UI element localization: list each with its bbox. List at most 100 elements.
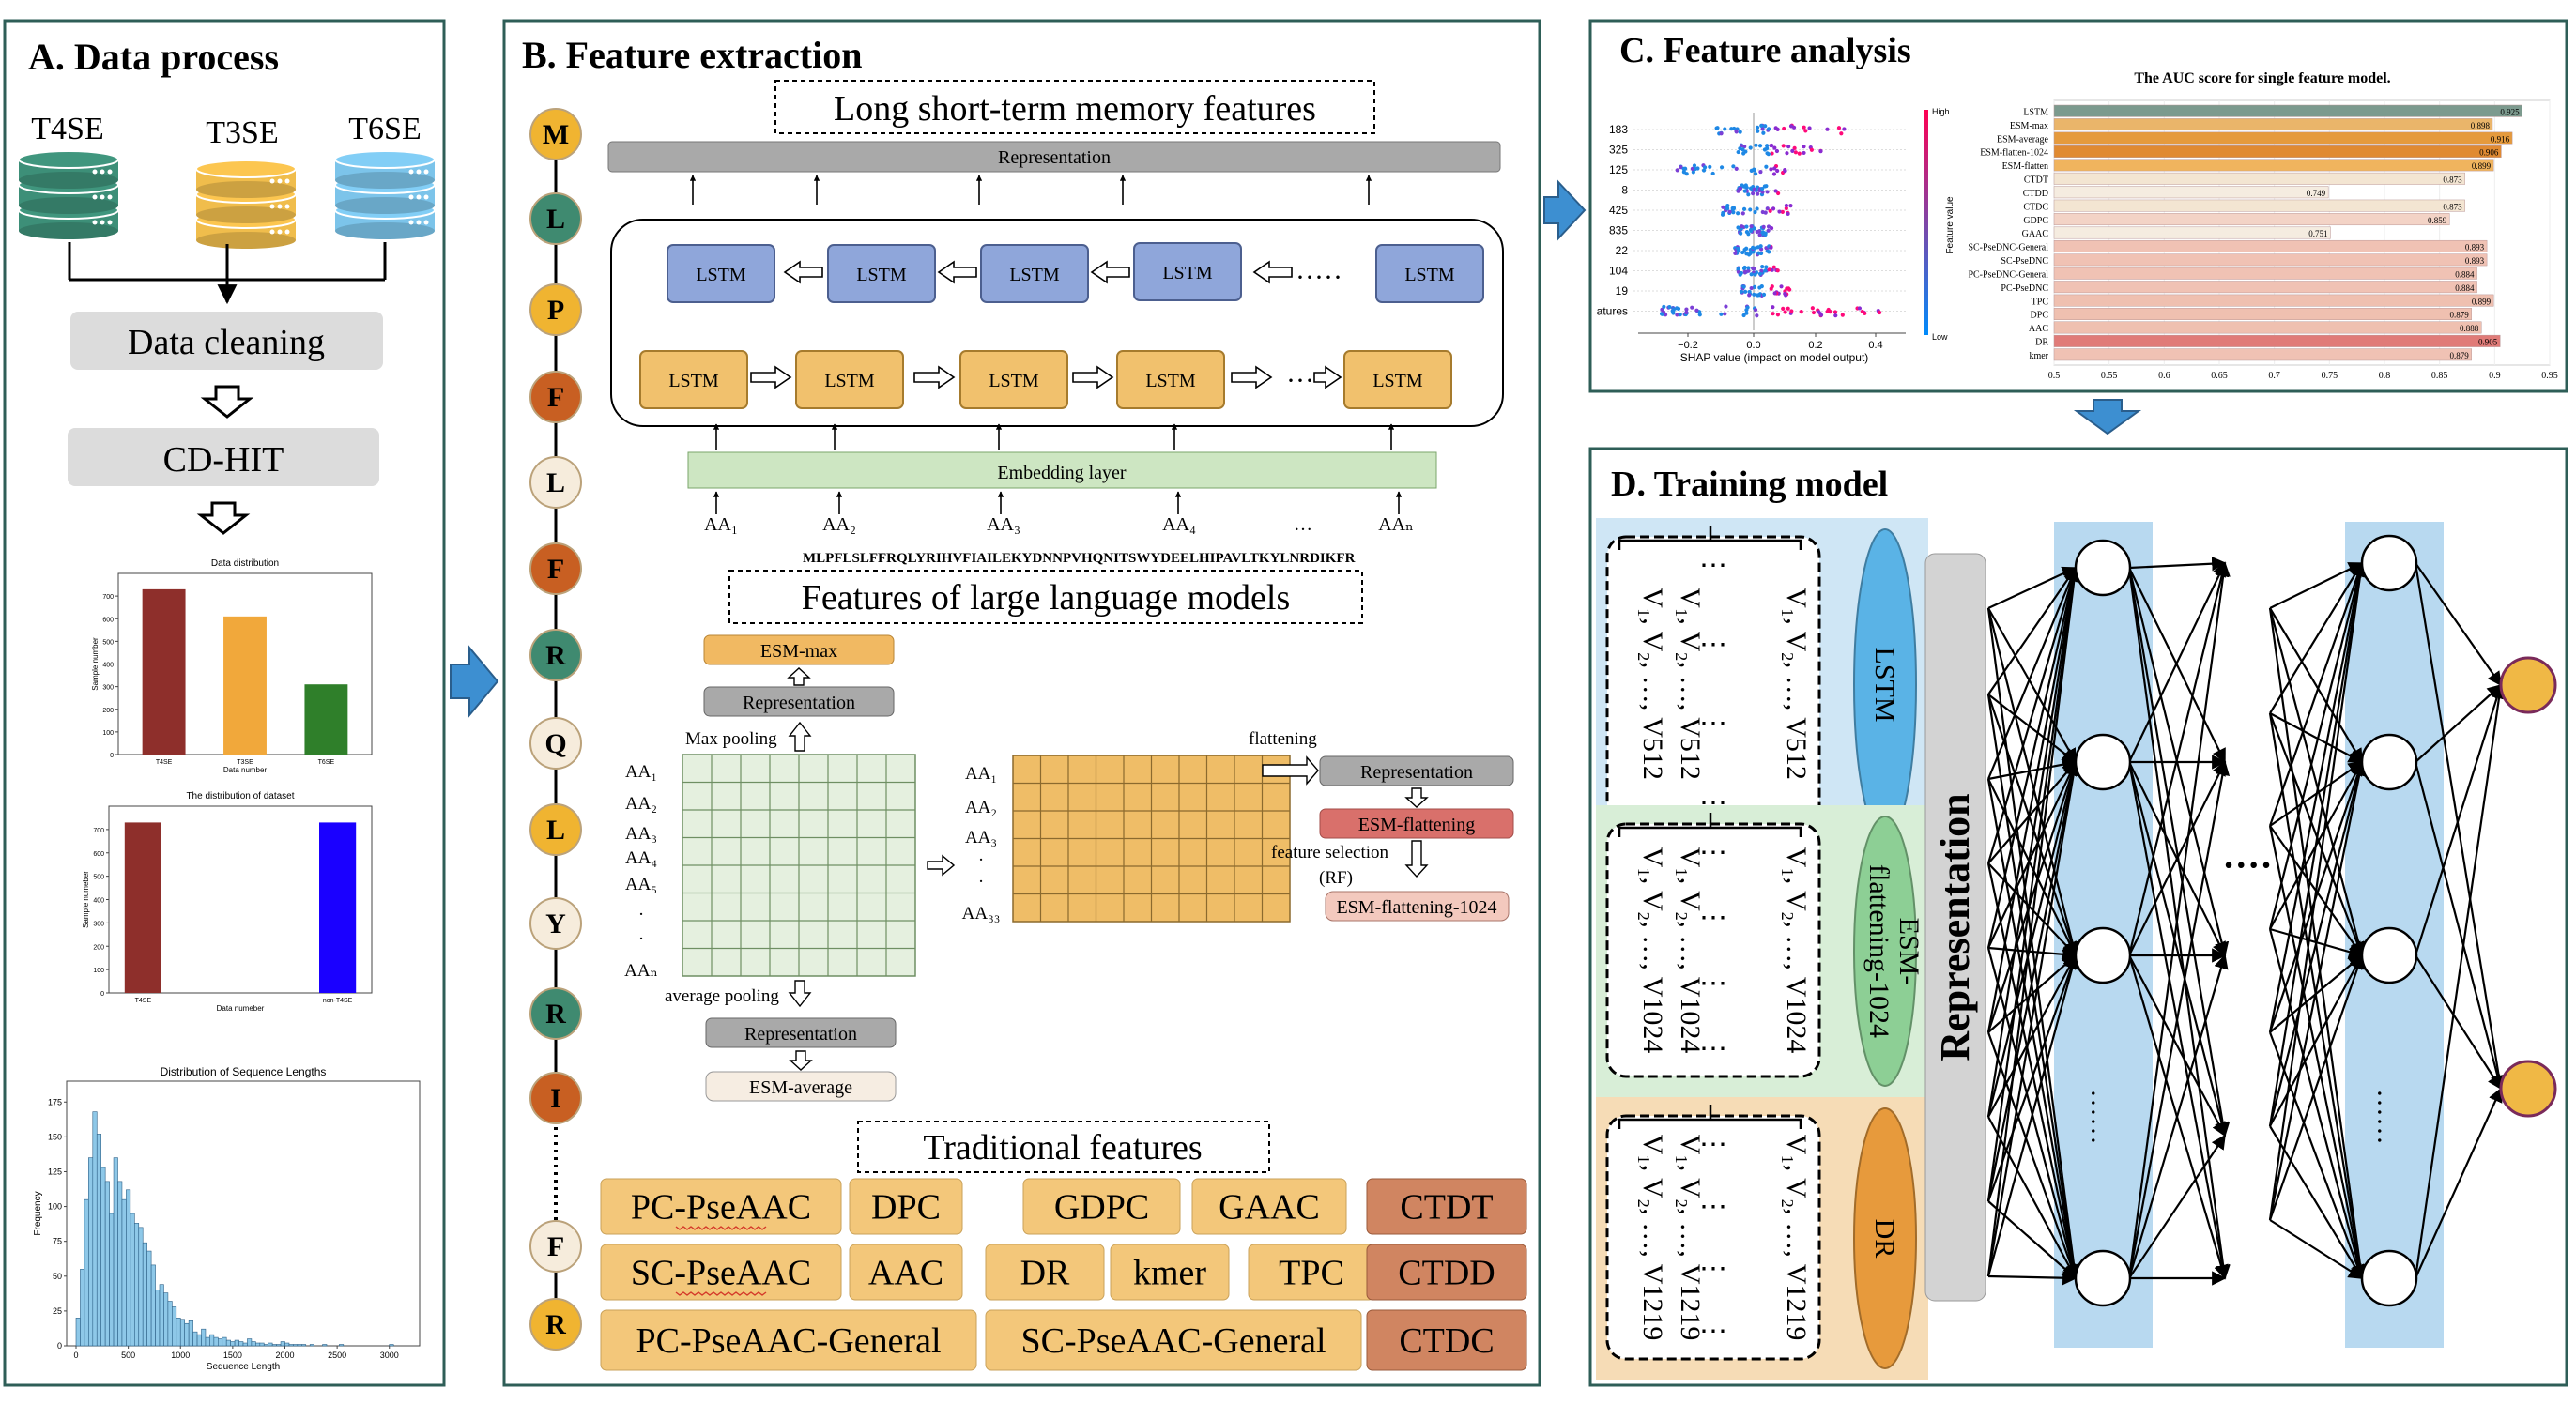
db-layer-top: [335, 151, 435, 168]
group-ellipse-label-1-a: ESM-: [1894, 918, 1924, 985]
db-dot: [93, 195, 98, 200]
y-tick-label: 0: [100, 991, 104, 998]
chart-title: Distribution of Sequence Lengths: [161, 1065, 327, 1078]
auc-value-2: 0.916: [2491, 134, 2510, 144]
shap-point: [1711, 172, 1715, 176]
shap-point: [1742, 266, 1746, 269]
group-1-ellipsis: ⋯: [1699, 1033, 1727, 1064]
auc-bar-PC-PseDNC: [2054, 281, 2477, 292]
auc-value-16: 0.888: [2460, 324, 2479, 333]
left-row-4: AA₅: [625, 875, 657, 894]
group-ellipse-label-1-b: flattening-1024: [1863, 864, 1894, 1038]
shap-point: [1685, 172, 1689, 176]
shap-feature-9: atures: [1597, 305, 1628, 318]
shap-point: [1742, 285, 1746, 289]
shap-point: [1745, 305, 1749, 309]
auc-bar-PC-PseDNC-General: [2054, 267, 2477, 279]
average-pooling-label: average pooling: [665, 986, 779, 1006]
residue-6-label: R: [545, 640, 566, 671]
auc-category-8: GDPC: [2023, 216, 2048, 226]
arrow-b-to-c-icon: [1544, 182, 1585, 238]
up-arrow-max-pooling-icon: [790, 723, 810, 751]
shap-point: [1749, 229, 1753, 233]
db-dot: [93, 170, 98, 175]
trad-label-4: CTDT: [1400, 1188, 1493, 1228]
hist-bar: [180, 1320, 184, 1346]
group-1-ellipsis: ⋯: [1699, 837, 1727, 868]
output-node-1: [2501, 1061, 2555, 1116]
aa-input-2: AA₃: [987, 514, 1020, 535]
hist-bar: [168, 1302, 172, 1346]
auc-bar-LSTM: [2054, 105, 2522, 116]
db-dot: [270, 230, 275, 235]
db-layer-bottom: [19, 172, 118, 189]
shap-point: [1841, 313, 1845, 316]
left-row-6: ·: [638, 929, 644, 949]
shap-point: [1755, 206, 1758, 210]
left-row-0: AA₁: [625, 762, 657, 782]
x-tick-label: T3SE: [237, 759, 253, 766]
group-ellipse-label-2: DR: [1869, 1219, 1900, 1259]
auc-bar-CTDD: [2054, 187, 2328, 198]
x-tick-label: 2500: [328, 1351, 346, 1360]
shap-x-label: SHAP value (impact on model output): [1680, 351, 1869, 364]
auc-category-7: CTDC: [2023, 202, 2048, 212]
sequence-residues: MLPFLFRQLYRIFR: [530, 109, 581, 1350]
shap-point: [1753, 210, 1756, 214]
auc-bar-ESM-average: [2054, 132, 2512, 144]
shap-point: [1754, 308, 1757, 312]
hist-bar: [214, 1337, 218, 1346]
group-0-vector-0: V₁, V₂, …, V512: [1637, 588, 1668, 780]
shap-point: [1765, 144, 1769, 147]
h1-node-2: [2076, 928, 2130, 983]
right-row-5: AA₃₃: [962, 904, 1001, 923]
shap-point: [1789, 124, 1793, 128]
auc-value-15: 0.879: [2449, 311, 2469, 320]
shap-point: [1800, 310, 1803, 313]
shap-point: [1767, 127, 1771, 130]
shap-feature-1: 325: [1609, 144, 1628, 157]
db-dot: [278, 179, 283, 184]
db-dot: [100, 170, 105, 175]
shap-point: [1741, 151, 1745, 155]
hist-bar: [310, 1345, 314, 1346]
shap-point: [1723, 312, 1726, 315]
aa-inputs: AA₁ AA₂ AA₃ AA₄… AAₙ: [704, 514, 1414, 535]
y-tick-label: 100: [48, 1202, 62, 1212]
y-tick-label: 100: [93, 968, 104, 974]
shap-point: [1762, 293, 1766, 297]
esm-max-label: ESM-max: [760, 641, 837, 662]
db-dot: [278, 205, 283, 209]
shap-point: [1737, 150, 1740, 154]
auc-bar-SC-PseDNC: [2054, 254, 2487, 266]
shap-point: [1774, 126, 1778, 130]
panel-c: C. Feature analysis 18332512584258352210…: [1590, 21, 2567, 391]
bar-T4SE: [125, 822, 161, 993]
db-dot: [100, 195, 105, 200]
residue-11-label: I: [550, 1083, 561, 1114]
group-0-ellipsis: ⋯: [1699, 550, 1727, 581]
hist-bar: [130, 1213, 134, 1346]
y-axis-label: Frequency: [33, 1191, 43, 1235]
h2-vertical-dots: ······: [2364, 1089, 2395, 1145]
shap-high-label: High: [1932, 107, 1950, 116]
feature-selection-label: feature selection: [1271, 843, 1389, 862]
group-0-ellipsis: ⋯: [1699, 709, 1727, 740]
auc-value-5: 0.873: [2443, 176, 2462, 185]
group-1-vector-0: V₁, V₂, …, V1024: [1637, 847, 1668, 1054]
y-tick-label: 300: [102, 685, 114, 692]
shap-point: [1738, 146, 1741, 150]
x-tick-label: 1000: [171, 1351, 190, 1360]
shap-point: [1764, 231, 1768, 235]
group-0-vector-2: V₁, V₂, …, V512: [1781, 588, 1812, 780]
y-tick-label: 500: [93, 875, 104, 881]
shap-point: [1756, 130, 1759, 133]
auc-value-10: 0.893: [2465, 243, 2485, 252]
shap-point: [1817, 310, 1820, 313]
shap-point: [1785, 286, 1788, 290]
shap-point: [1749, 145, 1753, 149]
residue-12-label: F: [547, 1231, 564, 1262]
shap-point: [1735, 167, 1739, 171]
sequence-text: MLPFLSLFFRQLYRIHVFIAILEKYDNNPVHQNITSWYDE…: [803, 551, 1356, 566]
shap-point: [1763, 147, 1767, 151]
